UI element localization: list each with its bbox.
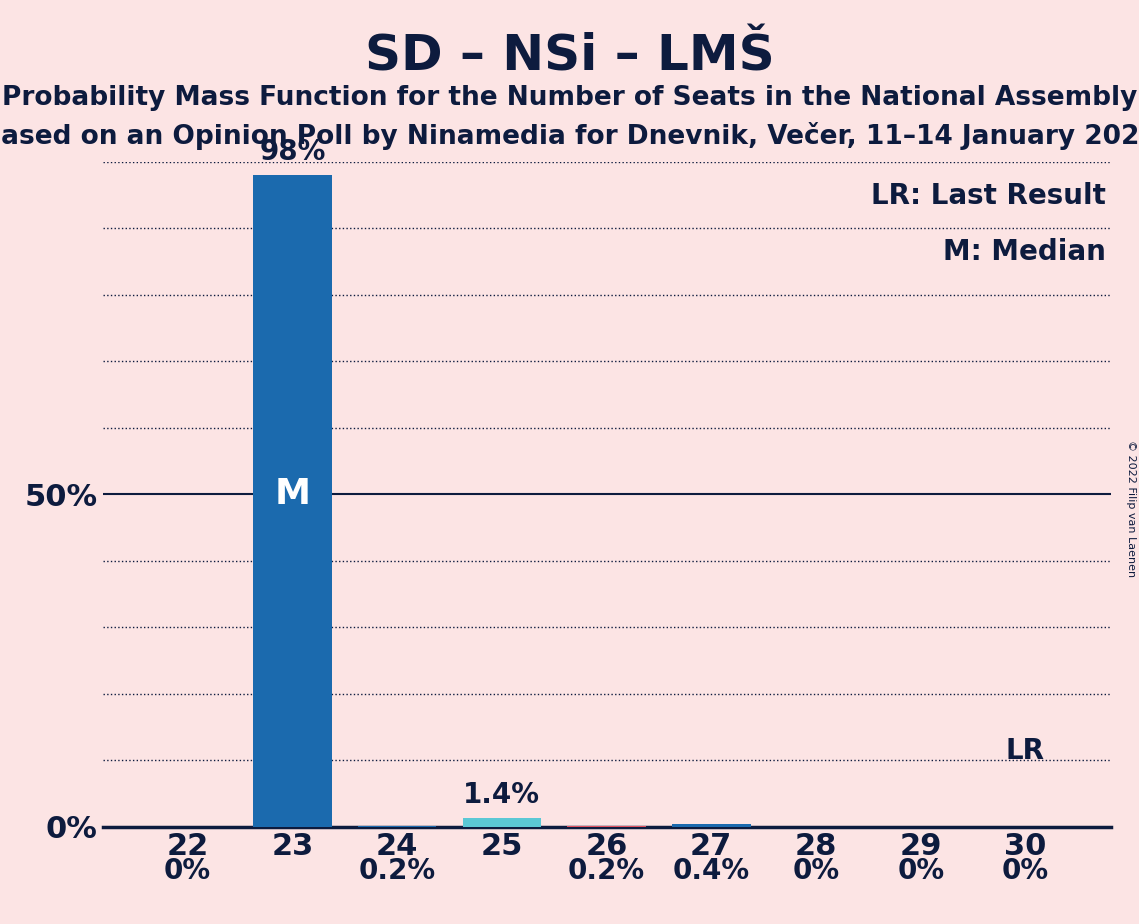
- Text: 0%: 0%: [793, 857, 839, 885]
- Bar: [567, 826, 646, 827]
- Text: 0%: 0%: [898, 857, 944, 885]
- Text: LR: Last Result: LR: Last Result: [870, 182, 1106, 210]
- Text: © 2022 Filip van Laenen: © 2022 Filip van Laenen: [1126, 440, 1136, 577]
- Text: 98%: 98%: [260, 139, 326, 166]
- Text: SD – NSi – LMŠ: SD – NSi – LMŠ: [364, 32, 775, 80]
- Bar: [253, 175, 331, 827]
- Bar: [358, 826, 436, 827]
- Text: Based on an Opinion Poll by Ninamedia for Dnevnik, Večer, 11–14 January 2022: Based on an Opinion Poll by Ninamedia fo…: [0, 122, 1139, 150]
- Text: 0%: 0%: [1002, 857, 1049, 885]
- Text: M: Median: M: Median: [943, 238, 1106, 266]
- Bar: [672, 824, 751, 827]
- Text: 0.2%: 0.2%: [359, 857, 435, 885]
- Text: 1.4%: 1.4%: [464, 781, 540, 809]
- Text: LR: LR: [1006, 737, 1044, 765]
- Text: 0%: 0%: [164, 857, 211, 885]
- Text: Probability Mass Function for the Number of Seats in the National Assembly: Probability Mass Function for the Number…: [2, 85, 1137, 111]
- Bar: [462, 818, 541, 827]
- Text: 0.4%: 0.4%: [673, 857, 749, 885]
- Text: M: M: [274, 478, 310, 511]
- Text: 0.2%: 0.2%: [568, 857, 645, 885]
